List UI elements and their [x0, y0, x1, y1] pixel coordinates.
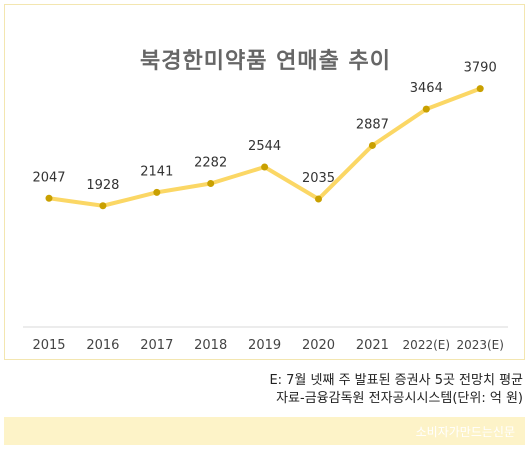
data-point-2023(E) [476, 85, 484, 93]
data-label-2021: 2887 [356, 117, 389, 132]
data-point-2022(E) [422, 105, 430, 113]
data-label-2015: 2047 [32, 170, 65, 185]
data-point-2019 [261, 163, 269, 171]
data-point-2020 [315, 195, 322, 203]
note-source: 자료-금융감독원 전자공시시스템(단위: 억 원) [276, 391, 523, 406]
data-point-2018 [207, 179, 215, 187]
data-label-2018: 2282 [194, 155, 227, 170]
chart-notes: E: 7월 넷째 주 발표된 증권사 5곳 전망치 평균 자료-금융감독원 전자… [269, 372, 523, 408]
data-point-2017 [153, 188, 161, 196]
chart-area: 북경한미약품 연매출 추이 2047 1928 2141 2282 2544 2035 28… [4, 4, 525, 360]
data-label-2016: 1928 [86, 178, 119, 193]
watermark: 소비자가만드는신문 [415, 425, 515, 439]
x-tick-label-2019: 2019 [248, 338, 281, 353]
note-estimate: E: 7월 넷째 주 발표된 증권사 5곳 전망치 평균 [269, 373, 523, 388]
line-chart: 2047 1928 2141 2282 2544 2035 2887 3464 3790 201… [23, 61, 508, 353]
data-label-2023(E): 3790 [464, 61, 497, 76]
data-label-2020: 2035 [302, 171, 335, 186]
footer-bar: 소비자가만드는신문 [4, 417, 525, 445]
data-label-2019: 2544 [248, 139, 281, 154]
x-tick-label-2016: 2016 [86, 338, 119, 353]
x-tick-label-2022(E): 2022(E) [403, 338, 450, 352]
data-point-2016 [99, 202, 107, 210]
x-tick-label-2018: 2018 [194, 338, 227, 353]
data-label-2022(E): 3464 [410, 81, 443, 96]
x-tick-label-2015: 2015 [32, 338, 65, 353]
x-tick-label-2021: 2021 [356, 338, 389, 353]
data-point-2015 [45, 194, 53, 202]
x-tick-label-2017: 2017 [140, 338, 173, 353]
x-tick-label-2023(E): 2023(E) [456, 338, 503, 352]
data-point-2021 [368, 141, 376, 149]
data-label-2017: 2141 [140, 164, 173, 179]
chart-title: 북경한미약품 연매출 추이 [140, 49, 391, 74]
x-tick-label-2020: 2020 [302, 338, 335, 353]
